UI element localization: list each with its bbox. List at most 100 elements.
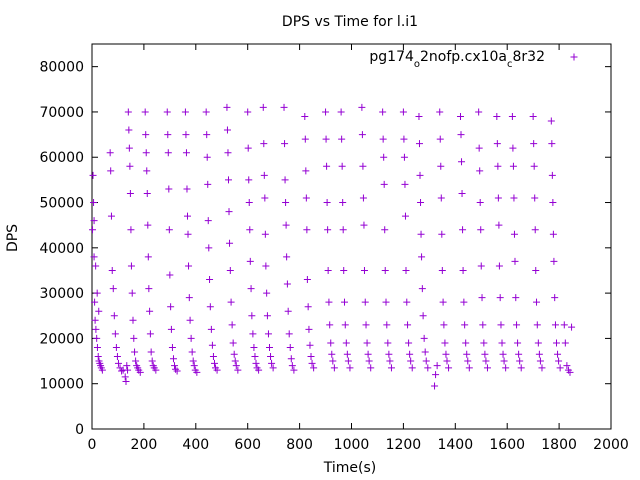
data-point bbox=[533, 298, 541, 306]
data-point bbox=[124, 108, 132, 116]
data-point bbox=[168, 343, 176, 351]
data-point bbox=[223, 103, 231, 111]
data-point bbox=[515, 350, 523, 358]
data-point bbox=[167, 303, 175, 311]
data-point bbox=[226, 239, 234, 247]
data-point bbox=[458, 189, 466, 197]
data-point bbox=[367, 364, 375, 372]
data-point bbox=[107, 212, 115, 220]
data-point bbox=[379, 135, 387, 143]
data-point bbox=[301, 135, 309, 143]
data-point bbox=[498, 339, 506, 347]
data-point bbox=[208, 341, 216, 349]
data-point bbox=[458, 158, 466, 166]
data-point bbox=[415, 112, 423, 120]
data-point bbox=[436, 108, 444, 116]
data-point bbox=[146, 307, 154, 315]
data-point bbox=[141, 108, 149, 116]
data-point bbox=[187, 334, 195, 342]
x-tick-label: 800 bbox=[286, 437, 313, 453]
data-point bbox=[431, 382, 439, 390]
data-point bbox=[130, 334, 138, 342]
data-point bbox=[382, 298, 390, 306]
data-point bbox=[379, 108, 387, 116]
data-point bbox=[418, 253, 426, 261]
x-tick-label: 600 bbox=[234, 437, 261, 453]
x-tick-label: 1600 bbox=[489, 437, 525, 453]
data-point bbox=[303, 226, 311, 234]
data-point bbox=[127, 262, 135, 270]
data-point bbox=[517, 364, 525, 372]
y-tick-label: 0 bbox=[75, 422, 84, 438]
data-point bbox=[549, 199, 557, 207]
data-point bbox=[118, 367, 126, 375]
data-point bbox=[166, 271, 174, 279]
data-point bbox=[381, 226, 389, 234]
y-tick-label: 40000 bbox=[39, 241, 84, 257]
data-point bbox=[142, 131, 150, 139]
data-point bbox=[548, 140, 556, 148]
data-point bbox=[231, 357, 239, 365]
data-point bbox=[245, 176, 253, 184]
data-point bbox=[250, 343, 258, 351]
x-tick-label: 1200 bbox=[386, 437, 422, 453]
data-point bbox=[185, 262, 193, 270]
data-point bbox=[112, 343, 120, 351]
data-point bbox=[267, 353, 275, 361]
data-point bbox=[125, 144, 133, 152]
data-point bbox=[89, 226, 97, 234]
data-point bbox=[424, 364, 432, 372]
data-point bbox=[202, 108, 210, 116]
data-point bbox=[93, 343, 101, 351]
data-point bbox=[443, 357, 451, 365]
data-point bbox=[360, 221, 368, 229]
data-point bbox=[500, 357, 508, 365]
data-point bbox=[459, 266, 467, 274]
data-point bbox=[359, 162, 367, 170]
data-point bbox=[530, 140, 538, 148]
data-point bbox=[510, 230, 518, 238]
data-point bbox=[417, 199, 425, 207]
data-point bbox=[363, 339, 371, 347]
data-point bbox=[438, 230, 446, 238]
data-point bbox=[310, 364, 318, 372]
data-point bbox=[329, 357, 337, 365]
data-point bbox=[494, 162, 502, 170]
data-point bbox=[209, 353, 217, 361]
data-point bbox=[107, 167, 115, 175]
data-point bbox=[245, 199, 253, 207]
data-point bbox=[460, 298, 468, 306]
data-point bbox=[244, 108, 252, 116]
data-point bbox=[482, 357, 490, 365]
data-point bbox=[340, 266, 348, 274]
data-point bbox=[439, 298, 447, 306]
data-point bbox=[288, 362, 296, 370]
data-point bbox=[94, 353, 102, 361]
data-point bbox=[95, 307, 103, 315]
data-point bbox=[380, 153, 388, 161]
y-tick-label: 70000 bbox=[39, 105, 84, 121]
data-point bbox=[478, 294, 486, 302]
data-point bbox=[234, 366, 242, 374]
data-point bbox=[513, 321, 521, 329]
data-point bbox=[512, 294, 520, 302]
data-point bbox=[440, 321, 448, 329]
data-point bbox=[509, 144, 517, 152]
data-point bbox=[323, 199, 331, 207]
data-point bbox=[408, 364, 416, 372]
data-point bbox=[328, 350, 336, 358]
data-point bbox=[549, 230, 557, 238]
data-point bbox=[535, 350, 543, 358]
data-point bbox=[384, 339, 392, 347]
data-point bbox=[416, 171, 424, 179]
data-point bbox=[223, 126, 231, 134]
data-point bbox=[475, 144, 483, 152]
data-points bbox=[89, 103, 576, 390]
data-point bbox=[422, 357, 430, 365]
data-point bbox=[265, 343, 273, 351]
data-point bbox=[465, 364, 473, 372]
x-tick-label: 1800 bbox=[541, 437, 577, 453]
data-point bbox=[148, 357, 156, 365]
legend: pg174o2nofp.cx10ac8r32 bbox=[369, 49, 578, 70]
